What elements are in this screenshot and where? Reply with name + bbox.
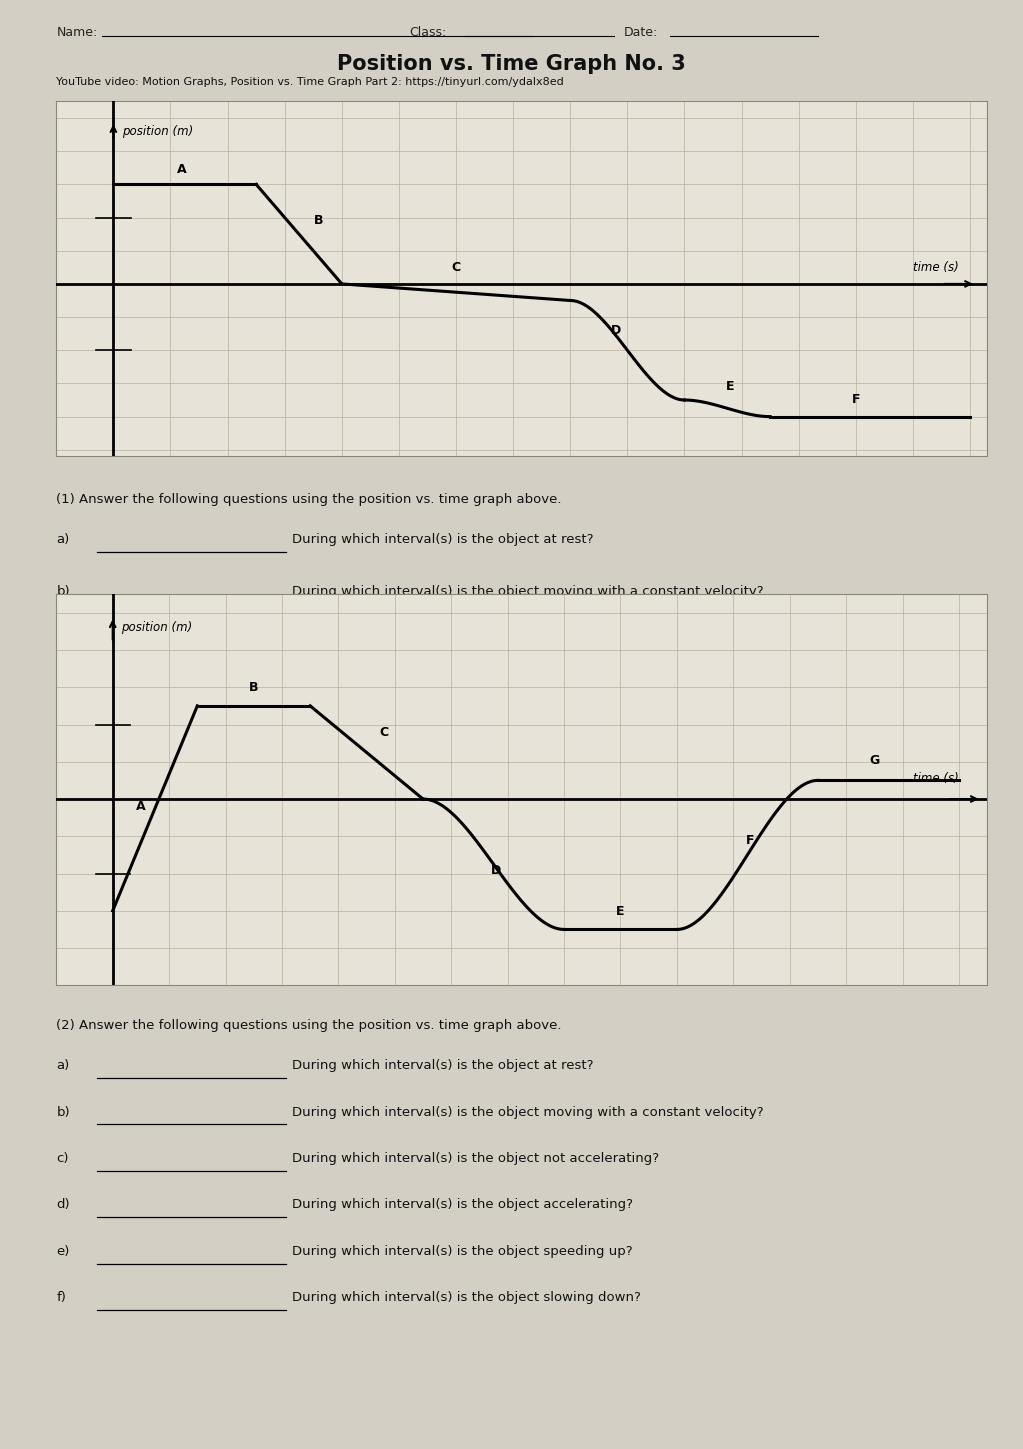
- Text: A: A: [136, 800, 145, 813]
- Text: During which interval(s) is the object moving with a constant velocity?: During which interval(s) is the object m…: [292, 585, 763, 598]
- Text: c): c): [56, 638, 69, 651]
- Text: a): a): [56, 533, 70, 546]
- Text: During which interval(s) is the object slowing down?: During which interval(s) is the object s…: [292, 742, 640, 755]
- Text: B: B: [314, 214, 323, 227]
- Text: D: D: [611, 323, 621, 336]
- Text: b): b): [56, 1106, 70, 1119]
- Text: (1) Answer the following questions using the position vs. time graph above.: (1) Answer the following questions using…: [56, 493, 562, 506]
- Text: Class:: Class:: [409, 26, 446, 39]
- Text: During which interval(s) is the object accelerating?: During which interval(s) is the object a…: [292, 1198, 632, 1211]
- Text: (2) Answer the following questions using the position vs. time graph above.: (2) Answer the following questions using…: [56, 1019, 562, 1032]
- Text: During which interval(s) is the object slowing down?: During which interval(s) is the object s…: [292, 1291, 640, 1304]
- Text: e): e): [56, 1245, 70, 1258]
- Text: d): d): [56, 1198, 70, 1211]
- Text: b): b): [56, 585, 70, 598]
- Text: During which interval(s) is the object at rest?: During which interval(s) is the object a…: [292, 533, 593, 546]
- Text: f): f): [56, 1291, 66, 1304]
- Text: During which interval(s) is the object at rest?: During which interval(s) is the object a…: [292, 1059, 593, 1072]
- Text: During which interval(s) is the object speeding up?: During which interval(s) is the object s…: [292, 690, 632, 703]
- Text: D: D: [491, 864, 501, 877]
- Text: C: C: [451, 261, 460, 274]
- Text: G: G: [870, 753, 880, 767]
- Text: YouTube video: Motion Graphs, Position vs. Time Graph Part 2: https://tinyurl.co: YouTube video: Motion Graphs, Position v…: [56, 77, 564, 87]
- Text: Name:: Name:: [56, 26, 97, 39]
- Text: E: E: [726, 380, 735, 393]
- Text: e): e): [56, 742, 70, 755]
- Text: time (s): time (s): [914, 772, 959, 785]
- Text: During which interval(s) is the object accelerating?: During which interval(s) is the object a…: [292, 638, 632, 651]
- Text: position (m): position (m): [121, 622, 192, 635]
- Text: Date:: Date:: [624, 26, 658, 39]
- Text: B: B: [249, 681, 259, 694]
- Text: F: F: [851, 393, 860, 406]
- Text: E: E: [616, 904, 625, 917]
- Text: position (m): position (m): [122, 125, 193, 138]
- Text: A: A: [177, 162, 187, 175]
- Text: c): c): [56, 1152, 69, 1165]
- Text: F: F: [746, 833, 755, 846]
- Text: a): a): [56, 1059, 70, 1072]
- Text: C: C: [379, 726, 388, 739]
- Text: time (s): time (s): [913, 261, 959, 274]
- Text: Position vs. Time Graph No. 3: Position vs. Time Graph No. 3: [338, 54, 685, 74]
- Text: During which interval(s) is the object moving with a constant velocity?: During which interval(s) is the object m…: [292, 1106, 763, 1119]
- Text: During which interval(s) is the object speeding up?: During which interval(s) is the object s…: [292, 1245, 632, 1258]
- Text: d): d): [56, 690, 70, 703]
- Text: During which interval(s) is the object not accelerating?: During which interval(s) is the object n…: [292, 1152, 659, 1165]
